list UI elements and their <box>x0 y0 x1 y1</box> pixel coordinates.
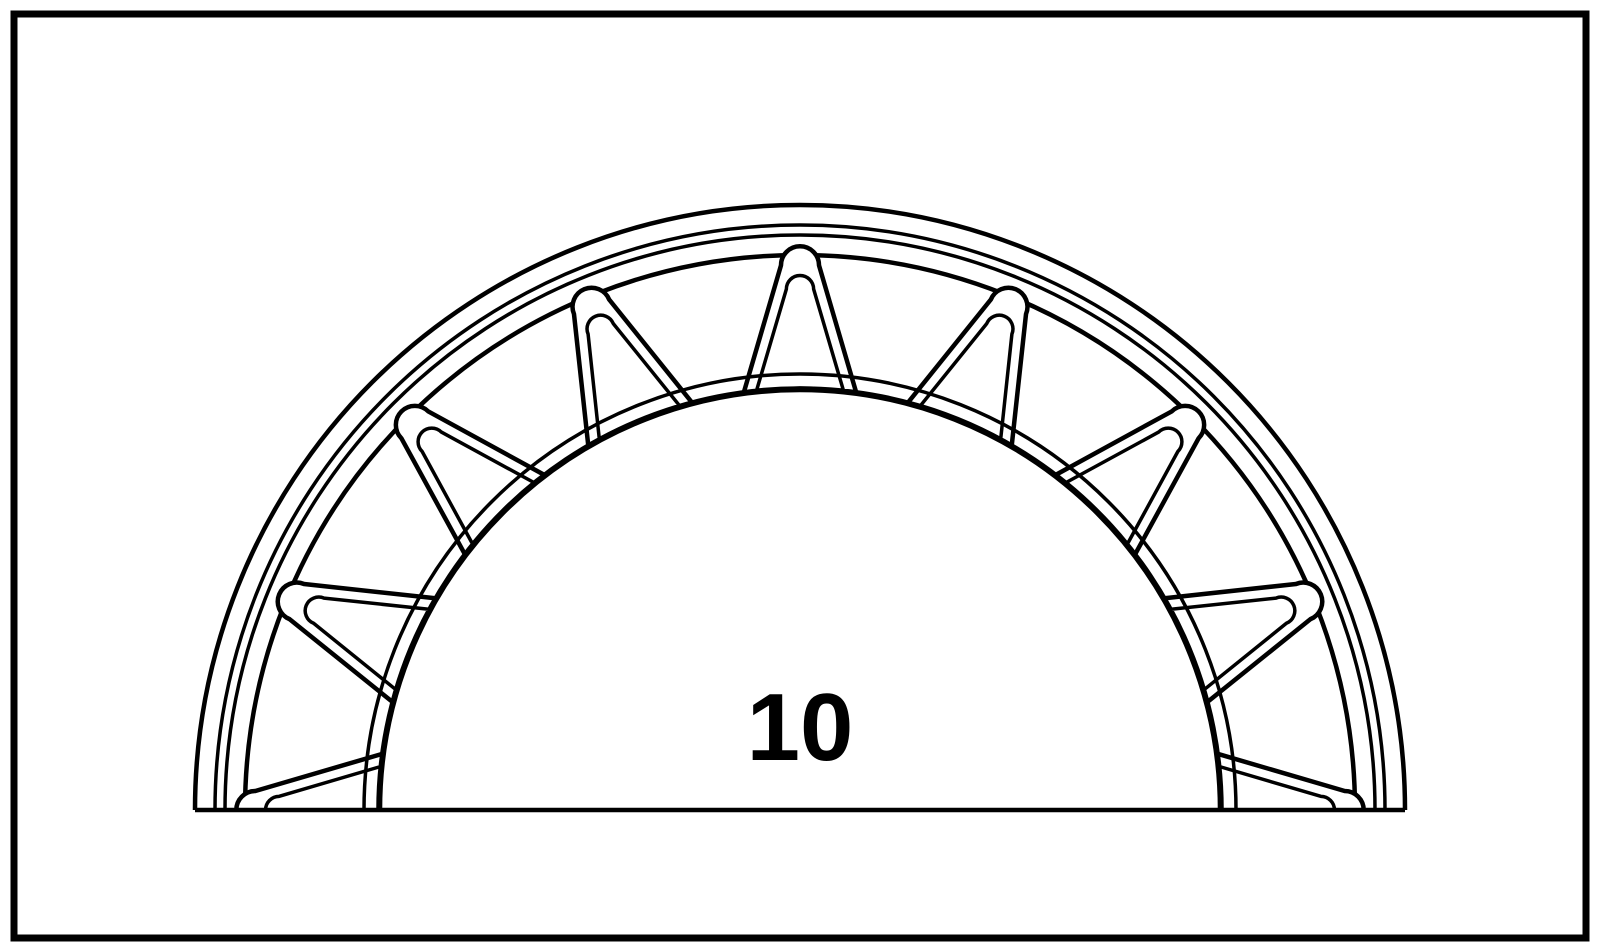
diagram-stage: 10 <box>0 0 1600 952</box>
diagram-svg: 10 <box>0 0 1600 952</box>
center-number: 10 <box>747 674 854 781</box>
